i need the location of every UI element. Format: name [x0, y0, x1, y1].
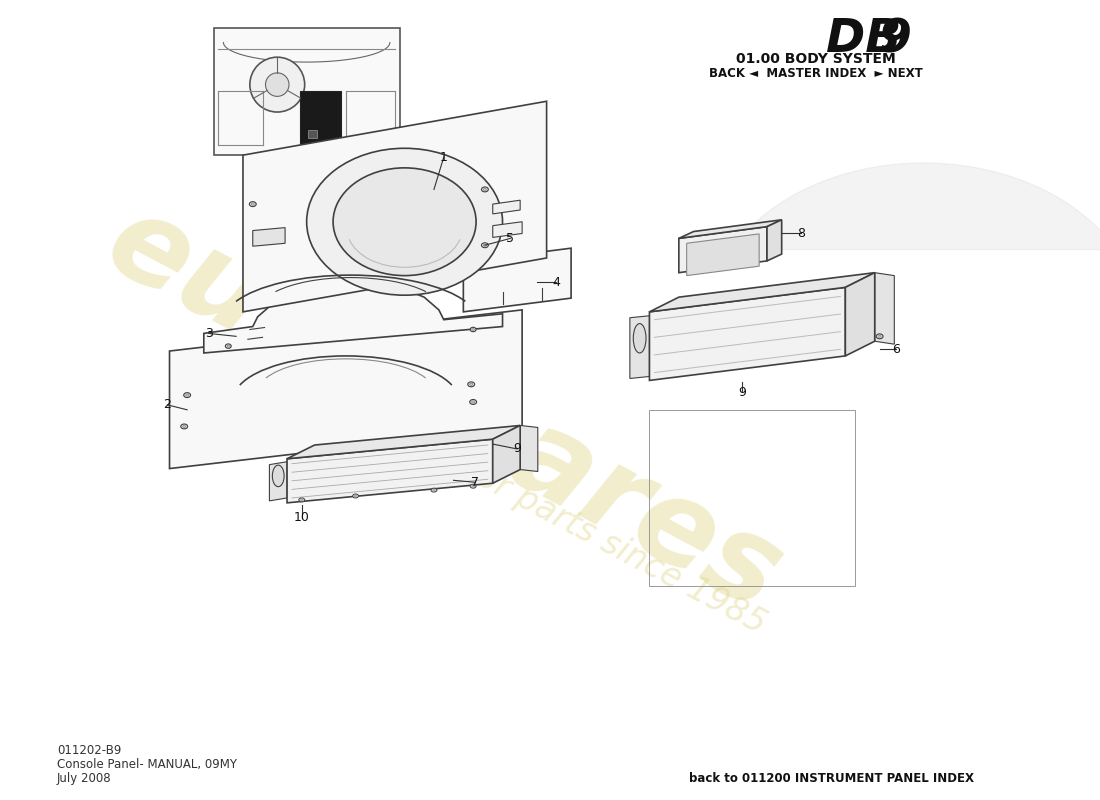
Ellipse shape — [634, 324, 646, 353]
Ellipse shape — [299, 498, 305, 502]
Circle shape — [250, 57, 305, 112]
Polygon shape — [649, 273, 875, 312]
Ellipse shape — [180, 424, 188, 429]
Text: 9: 9 — [514, 442, 521, 455]
Ellipse shape — [273, 465, 284, 486]
Polygon shape — [493, 222, 522, 238]
Text: 6: 6 — [892, 342, 900, 355]
Text: 3: 3 — [205, 327, 212, 340]
Ellipse shape — [432, 490, 436, 491]
Text: 9: 9 — [878, 17, 911, 62]
Ellipse shape — [483, 188, 486, 190]
Ellipse shape — [353, 494, 359, 498]
Ellipse shape — [183, 426, 186, 427]
Ellipse shape — [307, 148, 503, 295]
Ellipse shape — [226, 344, 231, 348]
Ellipse shape — [470, 383, 473, 386]
Ellipse shape — [482, 187, 488, 192]
Ellipse shape — [184, 393, 190, 398]
Bar — [300, 91, 341, 146]
Polygon shape — [767, 220, 782, 261]
Text: 01.00 BODY SYSTEM: 01.00 BODY SYSTEM — [736, 52, 895, 66]
Text: a passion for parts since 1985: a passion for parts since 1985 — [311, 375, 772, 641]
Ellipse shape — [472, 486, 474, 487]
Polygon shape — [169, 310, 522, 469]
Ellipse shape — [251, 203, 254, 205]
Text: 011202-B9: 011202-B9 — [57, 744, 121, 757]
Ellipse shape — [250, 202, 256, 206]
Ellipse shape — [472, 401, 474, 403]
Circle shape — [265, 73, 289, 96]
Ellipse shape — [354, 495, 356, 497]
Text: 7: 7 — [471, 476, 480, 489]
Text: back to 011200 INSTRUMENT PANEL INDEX: back to 011200 INSTRUMENT PANEL INDEX — [689, 771, 974, 785]
Polygon shape — [679, 226, 767, 273]
Polygon shape — [270, 462, 287, 501]
Polygon shape — [204, 282, 503, 353]
Ellipse shape — [186, 394, 188, 396]
Polygon shape — [243, 102, 547, 312]
Polygon shape — [520, 426, 538, 471]
Text: 8: 8 — [798, 227, 805, 240]
Text: DB: DB — [826, 17, 901, 62]
Text: 5: 5 — [506, 232, 515, 245]
Ellipse shape — [482, 242, 488, 248]
Ellipse shape — [227, 346, 230, 347]
Polygon shape — [493, 426, 520, 483]
Ellipse shape — [300, 499, 302, 501]
Polygon shape — [630, 316, 649, 378]
Polygon shape — [686, 234, 759, 276]
Ellipse shape — [470, 399, 476, 405]
Polygon shape — [253, 228, 285, 246]
Text: eurospares: eurospares — [87, 184, 800, 636]
Text: 2: 2 — [164, 398, 172, 411]
Ellipse shape — [431, 488, 437, 492]
Ellipse shape — [878, 335, 881, 338]
Text: 4: 4 — [552, 276, 560, 289]
Text: 9: 9 — [738, 386, 747, 398]
Ellipse shape — [333, 168, 476, 276]
Text: July 2008: July 2008 — [57, 771, 111, 785]
Polygon shape — [287, 439, 493, 503]
Polygon shape — [493, 200, 520, 214]
Polygon shape — [287, 426, 520, 458]
Text: Console Panel- MANUAL, 09MY: Console Panel- MANUAL, 09MY — [57, 758, 236, 771]
Polygon shape — [463, 248, 571, 312]
Polygon shape — [874, 273, 894, 344]
Ellipse shape — [877, 334, 883, 338]
Bar — [649, 410, 855, 586]
Bar — [213, 28, 399, 155]
Ellipse shape — [470, 327, 476, 332]
Polygon shape — [845, 273, 875, 356]
Ellipse shape — [468, 382, 474, 386]
Bar — [308, 130, 318, 138]
Ellipse shape — [470, 484, 476, 488]
Text: BACK ◄  MASTER INDEX  ► NEXT: BACK ◄ MASTER INDEX ► NEXT — [710, 67, 923, 80]
Ellipse shape — [483, 244, 486, 246]
Text: 10: 10 — [294, 511, 310, 524]
Polygon shape — [732, 163, 1100, 250]
Polygon shape — [679, 220, 782, 238]
Ellipse shape — [472, 329, 474, 330]
Text: 1: 1 — [440, 150, 448, 163]
Polygon shape — [649, 287, 845, 381]
